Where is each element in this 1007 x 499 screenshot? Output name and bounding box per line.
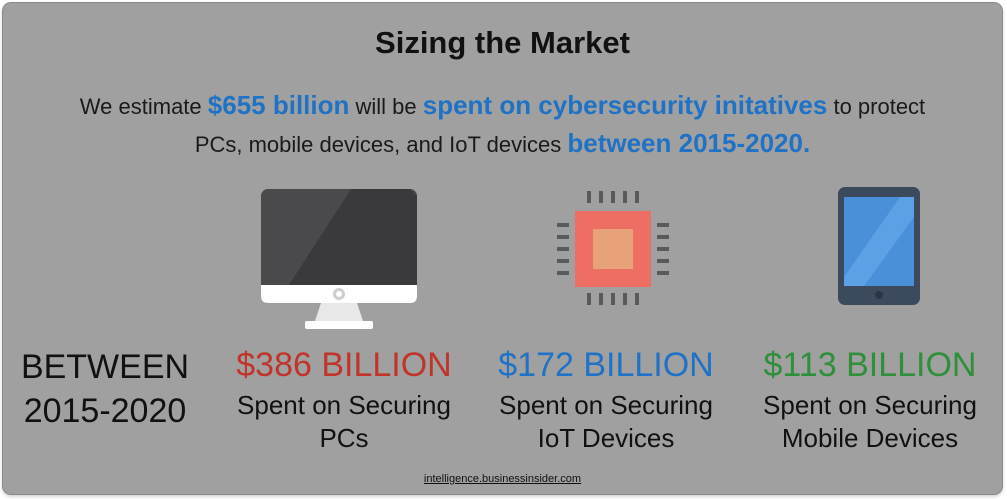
microchip-icon (553, 189, 669, 307)
headline-text: to protect (827, 94, 926, 119)
page-title: Sizing the Market (375, 25, 630, 60)
pc-description: Spent on Securing PCs (213, 389, 475, 455)
headline-highlight-purpose: spent on cybersecurity initatives (422, 90, 828, 120)
headline-text: PCs, mobile devices, and IoT devices (194, 132, 568, 157)
slide: Sizing the Market We estimate $655 billi… (3, 3, 1002, 494)
iot-description-line-2: IoT Devices (537, 423, 675, 453)
headline-text: will be (349, 94, 423, 119)
headline: We estimate $655 billion will be spent o… (3, 87, 1002, 163)
pc-amount: $386 BILLION (236, 346, 452, 384)
headline-highlight-amount: $655 billion (207, 90, 350, 120)
iot-description: Spent on Securing IoT Devices (475, 389, 737, 455)
pc-description-line-2: PCs (319, 423, 369, 453)
iot-description-line-1: Spent on Securing (499, 390, 713, 420)
iot-amount: $172 BILLION (498, 346, 714, 384)
desktop-monitor-icon (261, 189, 417, 331)
mobile-amount: $113 BILLION (763, 346, 977, 384)
source-link[interactable]: intelligence.businessinsider.com (423, 473, 582, 485)
period-line-2: 2015-2020 (23, 392, 187, 430)
mobile-description-line-2: Mobile Devices (781, 423, 959, 453)
pc-description-line-1: Spent on Securing (237, 390, 451, 420)
headline-highlight-period: between 2015-2020. (567, 128, 811, 158)
period-label: BETWEEN 2015-2020 (15, 345, 195, 433)
period-line-1: BETWEEN (20, 348, 190, 386)
mobile-description-line-1: Spent on Securing (763, 390, 977, 420)
headline-text: We estimate (79, 94, 208, 119)
mobile-description: Spent on Securing Mobile Devices (739, 389, 1001, 455)
tablet-icon (838, 187, 920, 305)
